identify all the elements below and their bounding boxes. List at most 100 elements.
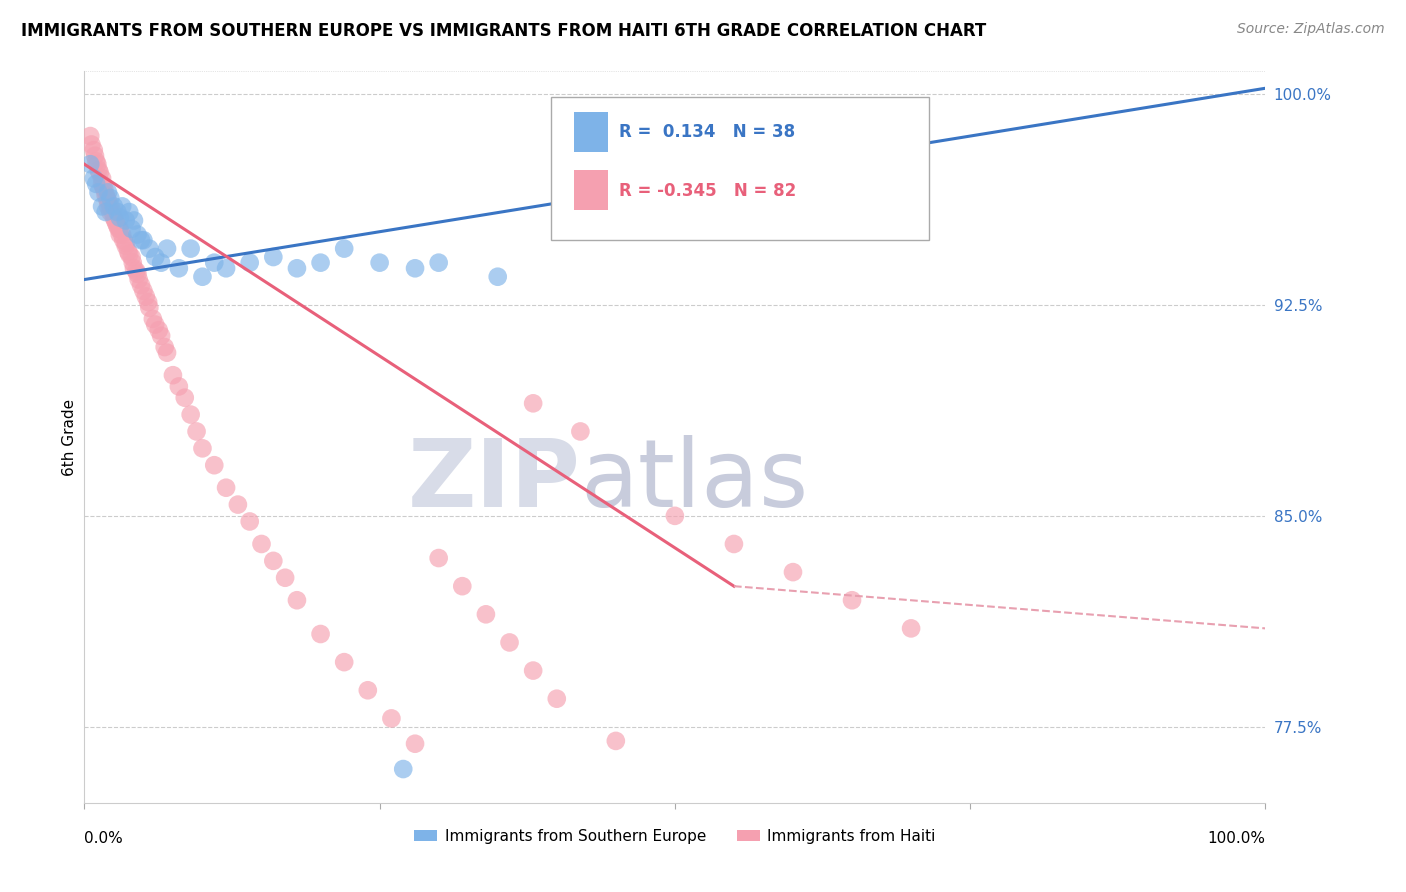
Point [167, 261, 190, 276]
Point [111, 199, 134, 213]
Point [150, 328, 173, 343]
Point [83, 143, 105, 157]
Point [129, 278, 152, 293]
Point [84, 177, 107, 191]
Point [101, 205, 124, 219]
Point [117, 244, 139, 259]
Point [136, 295, 159, 310]
Point [132, 233, 155, 247]
Point [285, 261, 308, 276]
Point [486, 269, 509, 284]
Point [180, 242, 202, 256]
Point [309, 255, 332, 269]
Point [309, 627, 332, 641]
Point [98, 199, 121, 213]
Point [122, 261, 145, 276]
Text: IMMIGRANTS FROM SOUTHERN EUROPE VS IMMIGRANTS FROM HAITI 6TH GRADE CORRELATION C: IMMIGRANTS FROM SOUTHERN EUROPE VS IMMIG… [21, 22, 987, 40]
Point [108, 211, 131, 225]
Point [87, 162, 110, 177]
Point [143, 250, 166, 264]
Text: R = -0.345   N = 82: R = -0.345 N = 82 [620, 182, 797, 200]
Point [121, 255, 143, 269]
Point [380, 711, 402, 725]
Point [87, 186, 110, 200]
Point [107, 219, 129, 233]
Point [97, 199, 120, 213]
Point [274, 571, 297, 585]
Point [215, 481, 238, 495]
Point [180, 408, 202, 422]
Point [129, 233, 152, 247]
Point [97, 194, 120, 208]
Point [475, 607, 498, 622]
Point [138, 242, 160, 256]
Point [841, 593, 863, 607]
Point [121, 250, 143, 264]
Point [91, 199, 114, 213]
Point [150, 255, 173, 269]
Point [191, 269, 214, 284]
Point [357, 683, 380, 698]
Point [451, 579, 474, 593]
Point [250, 537, 273, 551]
Point [226, 498, 249, 512]
Point [80, 137, 103, 152]
Point [114, 213, 136, 227]
Point [114, 239, 136, 253]
Point [156, 242, 179, 256]
Y-axis label: 6th Grade: 6th Grade [62, 399, 77, 475]
Point [404, 261, 426, 276]
Point [239, 515, 262, 529]
Point [148, 323, 170, 337]
Point [132, 284, 155, 298]
Point [191, 442, 214, 456]
Point [114, 235, 136, 250]
Text: 0.0%: 0.0% [84, 831, 124, 846]
Point [782, 565, 804, 579]
Point [84, 149, 107, 163]
Point [108, 222, 131, 236]
Point [111, 227, 134, 242]
Legend: Immigrants from Southern Europe, Immigrants from Haiti: Immigrants from Southern Europe, Immigra… [408, 822, 942, 850]
Point [89, 166, 111, 180]
Point [94, 205, 117, 219]
Point [128, 272, 150, 286]
Point [84, 154, 107, 169]
Point [121, 222, 143, 236]
Point [215, 261, 238, 276]
Point [162, 368, 184, 383]
Point [98, 205, 121, 219]
Point [125, 264, 148, 278]
FancyBboxPatch shape [551, 97, 929, 240]
Text: ZIP: ZIP [408, 435, 581, 527]
Point [96, 191, 118, 205]
Point [239, 255, 262, 269]
Point [112, 233, 135, 247]
Point [498, 635, 520, 649]
Point [107, 222, 129, 236]
Point [98, 191, 121, 205]
Point [664, 508, 686, 523]
Point [91, 171, 114, 186]
Point [427, 255, 450, 269]
Point [392, 762, 415, 776]
Point [91, 177, 114, 191]
Point [186, 425, 208, 439]
Text: Source: ZipAtlas.com: Source: ZipAtlas.com [1237, 22, 1385, 37]
Point [104, 213, 127, 227]
Point [522, 664, 544, 678]
Text: 100.0%: 100.0% [1208, 831, 1265, 846]
Point [107, 205, 129, 219]
Point [522, 396, 544, 410]
Point [262, 554, 284, 568]
Point [93, 182, 115, 196]
Point [285, 593, 308, 607]
Point [127, 267, 149, 281]
Point [202, 458, 225, 473]
Point [569, 425, 592, 439]
Point [127, 227, 149, 242]
Point [153, 340, 176, 354]
Point [118, 205, 141, 219]
Text: R =  0.134   N = 38: R = 0.134 N = 38 [620, 123, 796, 141]
Point [143, 318, 166, 332]
